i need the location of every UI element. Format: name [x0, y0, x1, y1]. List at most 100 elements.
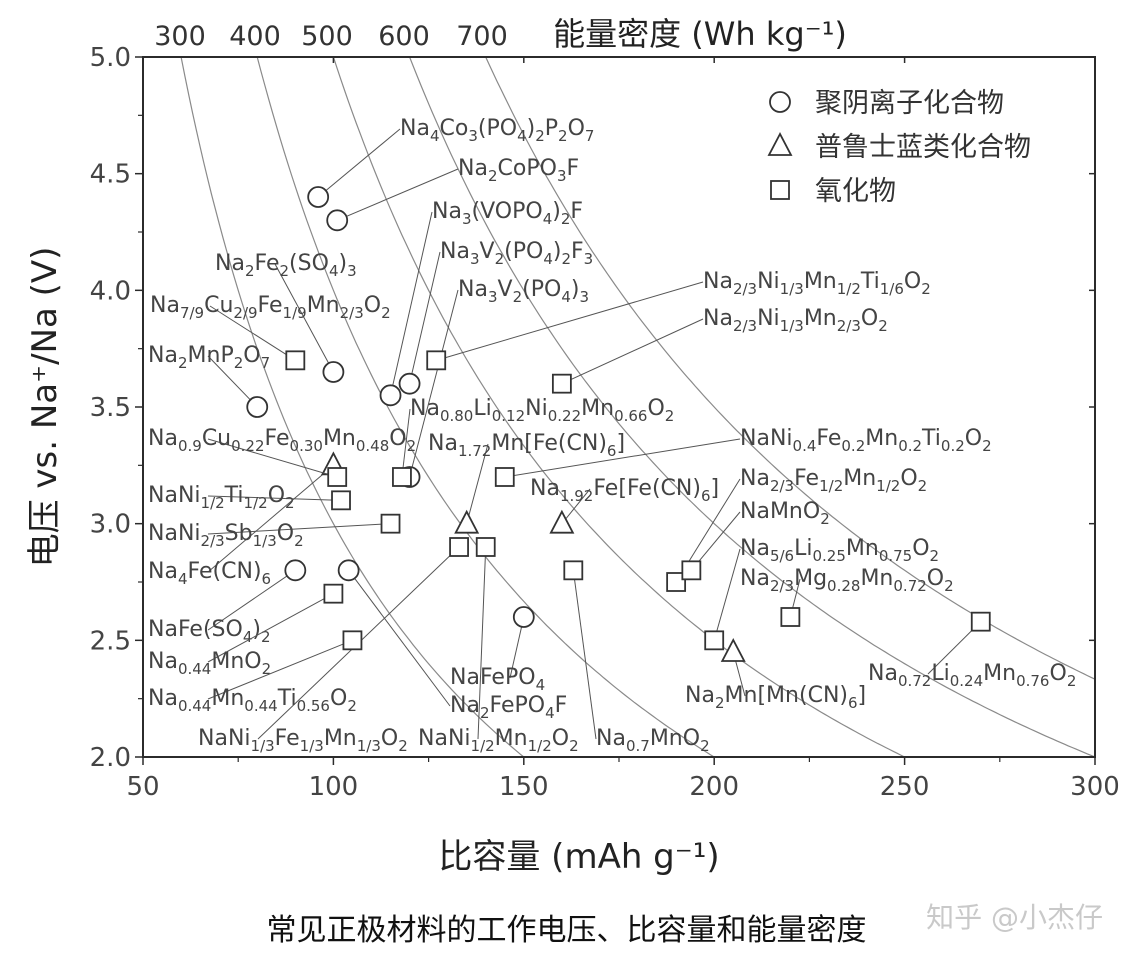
data-point-triangle: [549, 509, 575, 534]
data-point-square: [331, 490, 351, 511]
energy-curve-600: [408, 57, 1095, 757]
leader-line: [477, 546, 487, 740]
y-tick-label: 4.0: [90, 276, 131, 306]
energy-curve-400: [256, 57, 716, 757]
leader-line: [348, 570, 451, 707]
point-label: NaNi1/3Fe1/3Mn1/3O2: [198, 726, 408, 755]
top-tick-label: 300: [154, 21, 206, 52]
top-tick-label: 500: [301, 21, 353, 52]
data-point-square: [342, 630, 363, 651]
point-label: NaFe(SO4)2: [148, 617, 271, 646]
point-label: Na0.72Li0.24Mn0.76O2: [868, 661, 1076, 690]
leader-line: [274, 263, 334, 373]
point-label: Na2/3Mg0.28Mn0.72O2: [740, 566, 954, 595]
point-label: Na3(VOPO4)2F: [432, 199, 583, 228]
legend-marker-triangle: [767, 132, 793, 156]
point-label: Na2CoPO3F: [458, 156, 579, 185]
x-tick-label: 50: [126, 772, 159, 802]
point-label: NaFePO4: [450, 665, 545, 694]
leader-line: [572, 570, 597, 740]
energy-curve-500: [332, 57, 906, 757]
figure-caption: 常见正极材料的工作电压、比容量和能量密度: [266, 913, 867, 948]
leader-line: [209, 305, 296, 361]
y-tick-label: 3.0: [90, 510, 131, 540]
point-label: Na2Mn[Mn(CN)6]: [685, 683, 866, 712]
point-label: NaNi2/3Sb1/3O2: [148, 521, 304, 550]
leader-line: [207, 464, 334, 573]
x-tick-label: 200: [689, 772, 739, 802]
leader-line: [409, 289, 459, 478]
data-point-square: [970, 611, 991, 632]
data-point-square: [704, 630, 725, 651]
point-label: Na1.72Mn[Fe(CN)6]: [428, 431, 625, 460]
leader-line: [207, 523, 391, 535]
leader-line: [390, 211, 433, 396]
leader-line: [337, 168, 459, 221]
point-label: Na0.80Li0.12Ni0.22Mn0.66O2: [410, 396, 674, 425]
leader-line: [466, 443, 489, 524]
point-label: Na4Fe(CN)6: [148, 559, 271, 588]
data-point-square: [780, 607, 801, 627]
data-point-circle: [307, 186, 330, 208]
data-point-square: [563, 560, 584, 581]
top-tick-label: 700: [456, 21, 508, 52]
data-point-square: [449, 537, 469, 557]
legend-marker-circle: [769, 91, 791, 113]
point-label: Na0.44Mn0.44Ti0.56O2: [148, 686, 357, 715]
leader-line: [409, 251, 441, 384]
point-label: Na2FePO4F: [450, 693, 567, 722]
point-label: Na0.44MnO2: [148, 649, 271, 678]
data-point-square: [327, 467, 348, 487]
point-label: Na3V2(PO4)3: [458, 277, 589, 306]
y-axis-title: 电压 vs. Na⁺/Na (V): [25, 247, 65, 568]
series-triangle: Na4Fe(CN)6 Na1.72Mn[Fe(CN)6] Na1.92Fe[Fe(C…: [148, 431, 866, 712]
top-tick-label: 400: [229, 21, 281, 52]
x-tick-label: 150: [499, 772, 549, 802]
point-label: NaNi1/2Ti1/2O2: [148, 483, 295, 512]
data-point-square: [285, 350, 306, 371]
leader-line: [317, 128, 401, 198]
chart: 50 100 150 200 250 300 2.0 2.5 3.0 3.5 4.0 4.5 5.0 比容…: [25, 15, 1120, 877]
data-point-square: [494, 467, 515, 487]
data-point-circle: [326, 209, 349, 232]
leader-line: [561, 488, 591, 524]
point-label: Na7/9Cu2/9Fe1/9Mn2/3O2: [150, 293, 391, 322]
leader-line: [207, 639, 353, 700]
data-point-square: [323, 583, 344, 604]
series-circle: Na4Co3(PO4)2P2O7 Na2CoPO3F Na3(VOPO4)2F Na3…: [148, 116, 594, 722]
y-tick-label: 2.5: [90, 626, 131, 656]
legend-label: 氧化物: [815, 176, 896, 207]
leader-line: [504, 438, 741, 478]
y-tick-label: 3.5: [90, 393, 131, 423]
leader-line: [207, 593, 334, 663]
leader-line: [207, 438, 338, 478]
x-tick-label: 100: [309, 772, 359, 802]
point-label: Na2MnP2O7: [148, 343, 270, 372]
point-label: Na2Fe2(SO4)3: [215, 251, 357, 280]
leader-line: [207, 355, 258, 408]
point-label: Na0.7MnO2: [596, 726, 710, 755]
data-point-square: [666, 572, 687, 592]
point-label: Na5/6Li0.25Mn0.75O2: [740, 536, 939, 565]
data-point-square: [681, 560, 702, 581]
point-label: NaNi1/2Mn1/2O2: [418, 726, 579, 755]
data-point-square: [426, 350, 447, 371]
legend-label: 普鲁士蓝类化合物: [815, 132, 1031, 163]
data-point-square: [392, 467, 412, 487]
point-label: Na0.9Cu0.22Fe0.30Mn0.48O2: [148, 426, 416, 455]
leader-line: [207, 495, 342, 501]
point-label: Na1.92Fe[Fe(CN)6]: [530, 476, 719, 505]
point-label: Na2/3Ni1/3Mn1/2Ti1/6O2: [703, 269, 931, 298]
y-tick-label: 5.0: [90, 43, 131, 73]
point-label: NaMnO2: [740, 499, 830, 528]
data-point-circle: [379, 384, 402, 407]
legend-marker-square: [770, 180, 790, 200]
leader-line: [561, 318, 704, 385]
leader-line: [436, 281, 704, 361]
data-point-square: [475, 537, 496, 557]
y-tick-label: 2.0: [90, 743, 131, 773]
data-point-circle: [337, 559, 360, 582]
point-label: NaNi0.4Fe0.2Mn0.2Ti0.2O2: [740, 426, 992, 455]
x-axis-title: 比容量 (mAh g⁻¹): [438, 837, 719, 877]
